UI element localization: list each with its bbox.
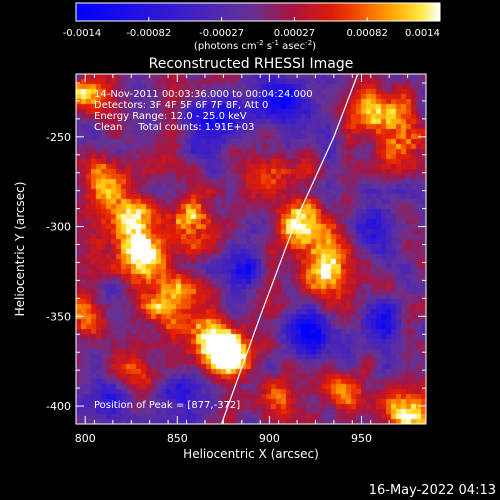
colorbar-tick-label: -0.00082 bbox=[126, 28, 171, 39]
annotation-peak-position: Position of Peak = [877,-372] bbox=[94, 400, 240, 411]
colorbar-gradient bbox=[75, 2, 441, 22]
heatmap-image bbox=[76, 74, 426, 424]
colorbar: -0.0014 -0.00082 -0.00027 0.00027 0.00082 0.0… bbox=[63, 2, 441, 39]
colorbar-tick-label: 0.00027 bbox=[274, 28, 315, 39]
y-tick-label: -400 bbox=[46, 400, 71, 413]
solar-limb-line bbox=[220, 73, 359, 425]
axes: 800 850 900 950 -250 -300 -350 -400 bbox=[46, 74, 427, 445]
y-tick-label: -300 bbox=[46, 221, 71, 234]
colorbar-tick-label: 0.0014 bbox=[405, 28, 440, 39]
annotation-time-range: 14-Nov-2011 00:03:36.000 to 00:04:24.000 bbox=[94, 89, 313, 100]
colorbar-tick-label: -0.0014 bbox=[63, 28, 102, 39]
colorbar-unit-label: (photons cm-2 s-1 asec-2) bbox=[194, 39, 316, 52]
x-tick-label: 800 bbox=[75, 432, 96, 445]
annotation-clean-counts: Clean Total counts: 1.91E+03 bbox=[94, 122, 254, 133]
plot-frame bbox=[75, 73, 427, 425]
chart-title: Reconstructed RHESSI Image bbox=[149, 56, 354, 72]
y-tick-label: -350 bbox=[46, 310, 71, 323]
x-tick-label: 900 bbox=[259, 432, 280, 445]
colorbar-tick-label: -0.00027 bbox=[199, 28, 244, 39]
annotation-energy-range: Energy Range: 12.0 - 25.0 keV bbox=[94, 111, 247, 122]
colorbar-tick-label: 0.00082 bbox=[347, 28, 388, 39]
y-axis-label: Heliocentric Y (arcsec) bbox=[13, 182, 27, 317]
x-axis-label: Heliocentric X (arcsec) bbox=[183, 447, 319, 461]
footer-date: 16-May-2022 04:13 bbox=[369, 483, 496, 498]
annotation-detectors: Detectors: 3F 4F 5F 6F 7F 8F, Att 0 bbox=[94, 100, 268, 111]
y-tick-label: -250 bbox=[46, 131, 71, 144]
x-tick-label: 950 bbox=[351, 432, 372, 445]
x-tick-label: 850 bbox=[167, 432, 188, 445]
